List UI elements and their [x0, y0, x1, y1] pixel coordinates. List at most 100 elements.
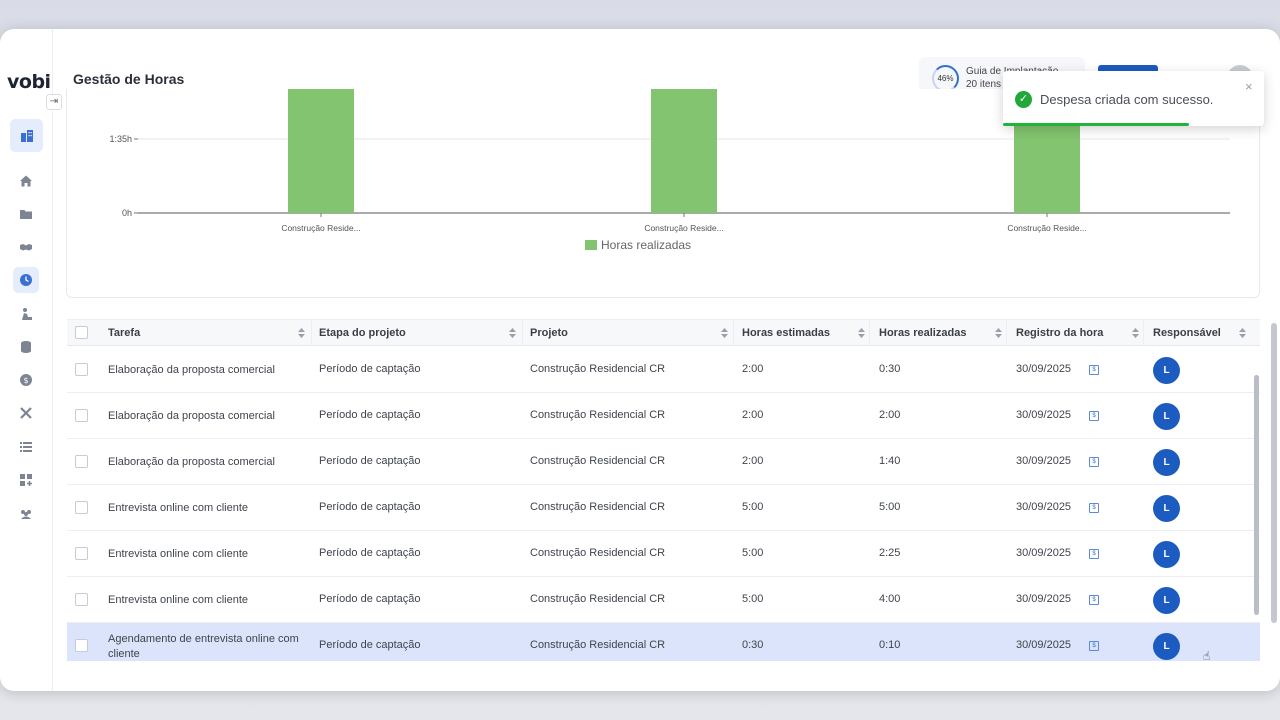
hours-chart: 1:35h 0h Construção Reside... Construção …: [66, 89, 1260, 298]
cell-horas-realizadas: 2:00: [879, 409, 901, 421]
cell-etapa: Período de captação: [319, 455, 421, 467]
cell-tarefa: Elaboração da proposta comercial: [108, 364, 275, 376]
select-all-checkbox[interactable]: [75, 326, 88, 339]
success-toast: ✓ Despesa criada com sucesso. ×: [1003, 71, 1264, 126]
table-row[interactable]: Agendamento de entrevista online com cli…: [67, 623, 1260, 661]
column-header-responsavel[interactable]: Responsável: [1153, 320, 1252, 346]
sort-icon[interactable]: [721, 328, 728, 338]
sidebar-toggle-button[interactable]: ⇥: [46, 94, 62, 110]
column-header-horas-realizadas[interactable]: Horas realizadas: [879, 320, 1007, 346]
row-checkbox[interactable]: [75, 501, 88, 514]
database-icon: [21, 341, 31, 353]
sidebar-item-projects[interactable]: [13, 201, 39, 227]
cell-registro: 30/09/2025: [1016, 409, 1072, 421]
bar[interactable]: [651, 89, 717, 213]
calendar-icon[interactable]: $: [1089, 595, 1099, 605]
cell-horas-estimadas: 5:00: [742, 593, 764, 605]
avatar[interactable]: L: [1153, 449, 1180, 476]
sidebar-item-home[interactable]: [13, 168, 39, 194]
close-icon[interactable]: ×: [1245, 79, 1253, 94]
avatar[interactable]: L: [1153, 633, 1180, 660]
cell-tarefa: Entrevista online com cliente: [108, 502, 249, 514]
team-icon: [21, 510, 31, 519]
cell-etapa: Período de captação: [319, 639, 421, 651]
table-row[interactable]: Entrevista online com cliente Período de …: [67, 485, 1260, 531]
sidebar-item-dashboard[interactable]: [10, 119, 43, 152]
avatar[interactable]: L: [1153, 587, 1180, 614]
table-row[interactable]: Elaboração da proposta comercial Período …: [67, 347, 1260, 393]
guide-subtitle: 20 itens: [966, 79, 1002, 90]
cell-registro: 30/09/2025: [1016, 501, 1072, 513]
column-label: Horas realizadas: [879, 327, 967, 339]
table-row[interactable]: Entrevista online com cliente Período de …: [67, 577, 1260, 623]
table-scrollbar-thumb[interactable]: [1254, 375, 1259, 615]
cell-etapa: Período de captação: [319, 409, 421, 421]
sidebar-item-apps[interactable]: [13, 467, 39, 493]
row-checkbox[interactable]: [75, 363, 88, 376]
x-tick-label: Construção Reside...: [281, 223, 360, 233]
sort-icon[interactable]: [298, 328, 305, 338]
clock-icon: [20, 274, 32, 286]
column-header-tarefa[interactable]: Tarefa: [108, 320, 312, 346]
y-tick-label: 0h: [122, 208, 132, 218]
row-checkbox[interactable]: [75, 639, 88, 652]
sort-icon[interactable]: [995, 328, 1002, 338]
sidebar-item-team[interactable]: [13, 501, 39, 527]
calendar-icon[interactable]: $: [1089, 365, 1099, 375]
calendar-icon[interactable]: $: [1089, 457, 1099, 467]
cell-horas-realizadas: 0:10: [879, 639, 901, 651]
column-header-etapa[interactable]: Etapa do projeto: [319, 320, 523, 346]
table-row[interactable]: Elaboração da proposta comercial Período …: [67, 393, 1260, 439]
column-label: Responsável: [1153, 327, 1221, 339]
page-scrollbar-thumb[interactable]: [1271, 323, 1277, 623]
toast-progress-bar: [1003, 123, 1189, 126]
sidebar-item-hours[interactable]: [13, 267, 39, 293]
sidebar-item-workforce[interactable]: [13, 301, 39, 327]
sort-icon[interactable]: [1132, 328, 1139, 338]
tools-icon: [20, 407, 32, 419]
cell-horas-estimadas: 2:00: [742, 409, 764, 421]
calendar-icon[interactable]: $: [1089, 411, 1099, 421]
app-window: vobi ⇥ $: [0, 29, 1280, 691]
avatar[interactable]: L: [1153, 403, 1180, 430]
column-header-registro[interactable]: Registro da hora: [1016, 320, 1144, 346]
cell-etapa: Período de captação: [319, 547, 421, 559]
svg-text:$: $: [23, 376, 28, 385]
sort-icon[interactable]: [1239, 328, 1246, 338]
table-row[interactable]: Entrevista online com cliente Período de …: [67, 531, 1260, 577]
avatar[interactable]: L: [1153, 357, 1180, 384]
row-checkbox[interactable]: [75, 593, 88, 606]
calendar-icon[interactable]: $: [1089, 641, 1099, 651]
y-tick-label: 1:35h: [109, 134, 132, 144]
calendar-icon[interactable]: $: [1089, 549, 1099, 559]
table-row[interactable]: Elaboração da proposta comercial Período …: [67, 439, 1260, 485]
legend-label[interactable]: Horas realizadas: [601, 238, 691, 252]
table-scrollbar[interactable]: [1252, 347, 1260, 661]
sidebar-item-tools[interactable]: [13, 400, 39, 426]
cell-projeto: Construção Residencial CR: [530, 455, 666, 467]
avatar[interactable]: L: [1153, 495, 1180, 522]
cell-registro: 30/09/2025: [1016, 593, 1072, 605]
cell-registro: 30/09/2025: [1016, 363, 1072, 375]
column-header-projeto[interactable]: Projeto: [530, 320, 734, 346]
row-checkbox[interactable]: [75, 547, 88, 560]
row-checkbox[interactable]: [75, 455, 88, 468]
bar[interactable]: [288, 89, 354, 213]
sidebar-item-list[interactable]: [13, 434, 39, 460]
dollar-icon: $: [20, 374, 32, 386]
sidebar-item-finance[interactable]: $: [13, 367, 39, 393]
calendar-icon[interactable]: $: [1089, 503, 1099, 513]
apps-add-icon: [20, 474, 32, 486]
avatar[interactable]: L: [1153, 541, 1180, 568]
cell-horas-realizadas: 2:25: [879, 547, 901, 559]
sidebar-item-crm[interactable]: [13, 234, 39, 260]
sort-icon[interactable]: [858, 328, 865, 338]
cell-horas-estimadas: 5:00: [742, 501, 764, 513]
row-checkbox[interactable]: [75, 409, 88, 422]
cell-etapa: Período de captação: [319, 593, 421, 605]
sort-icon[interactable]: [509, 328, 516, 338]
sidebar-item-supplies[interactable]: [13, 334, 39, 360]
folder-icon: [20, 210, 32, 219]
column-header-horas-estimadas[interactable]: Horas estimadas: [742, 320, 870, 346]
cell-tarefa: Agendamento de entrevista online com cli…: [108, 633, 299, 660]
